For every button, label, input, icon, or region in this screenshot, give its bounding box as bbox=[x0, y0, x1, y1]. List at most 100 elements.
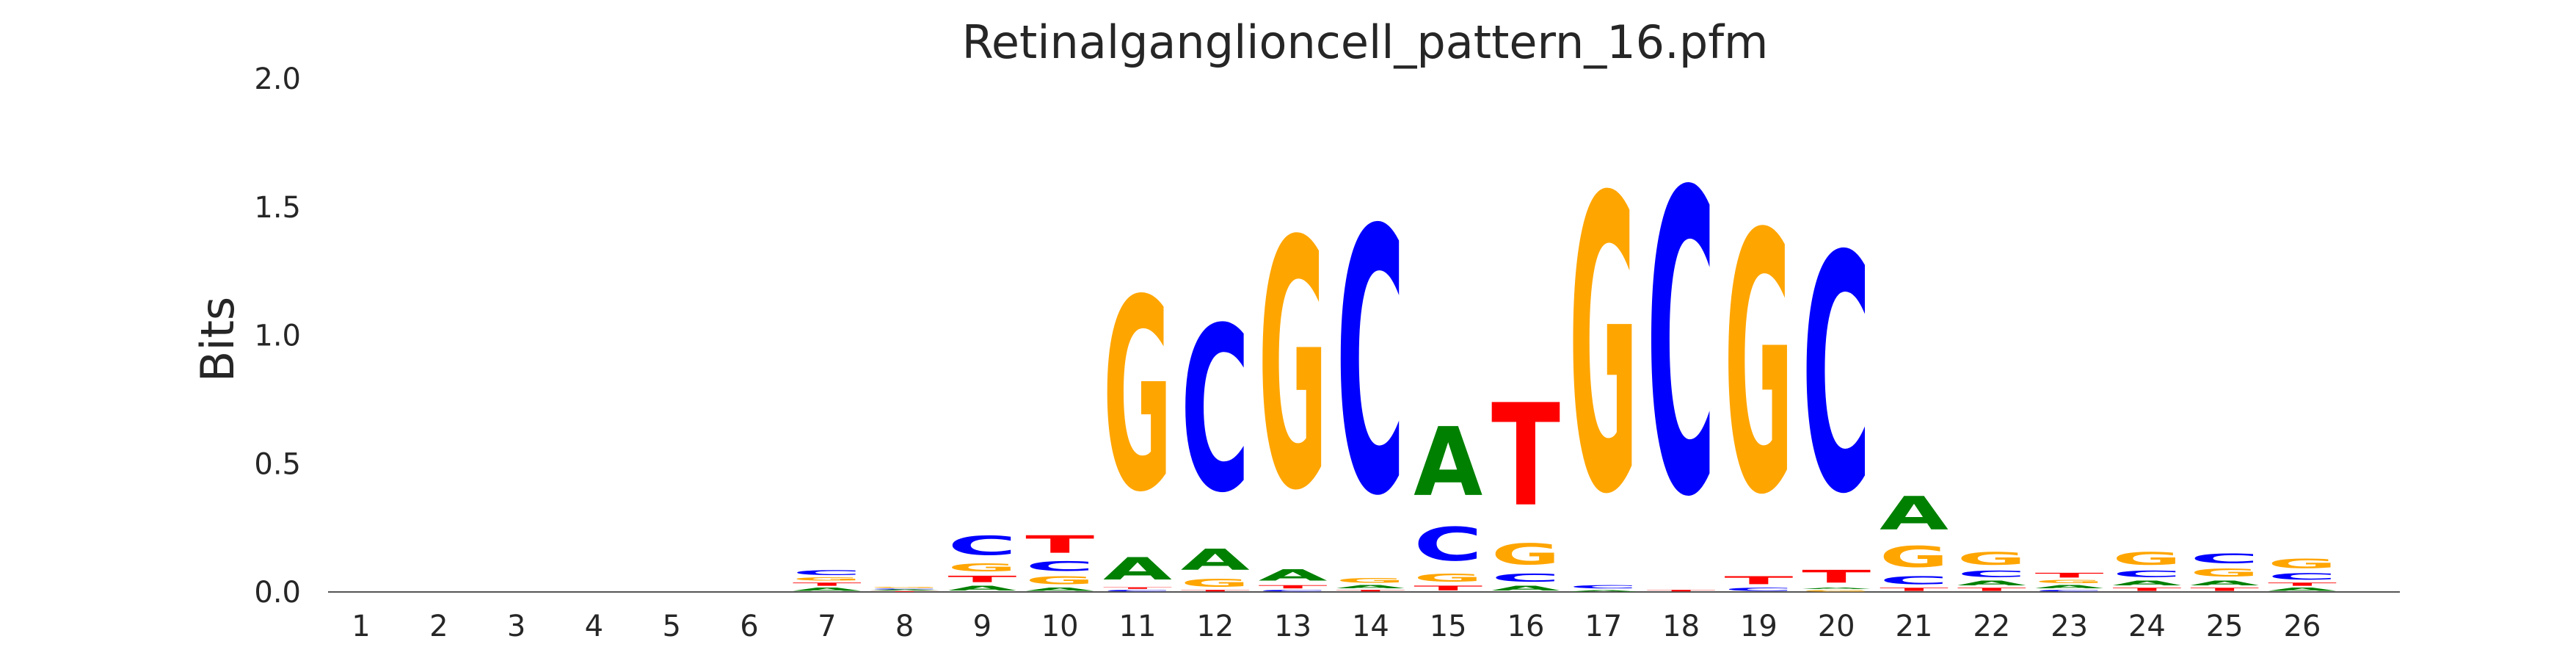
logo-letter-A: A bbox=[2035, 585, 2105, 590]
logo-letter-T: T bbox=[1336, 590, 1405, 592]
logo-letter-C: C bbox=[1569, 585, 1638, 590]
logo-letter-G: G bbox=[793, 577, 862, 582]
x-tick-label: 20 bbox=[1818, 610, 1855, 643]
x-tick-label: 21 bbox=[1896, 610, 1933, 643]
logo-letter-C: C bbox=[1181, 279, 1250, 543]
logo-letter-T: T bbox=[1880, 587, 1949, 592]
logo-letter-G: G bbox=[1880, 541, 1949, 574]
logo-letter-C: C bbox=[793, 569, 862, 577]
logo-letter-G: G bbox=[2112, 549, 2181, 569]
logo-letter-C: C bbox=[1336, 154, 1405, 576]
chart-title: Retinalganglioncell_pattern_16.pfm bbox=[962, 15, 1769, 69]
x-tick-label: 12 bbox=[1196, 610, 1234, 643]
logo-letter-A: A bbox=[1336, 585, 1405, 590]
x-tick-label: 7 bbox=[818, 610, 836, 643]
logo-letter-T: T bbox=[1181, 590, 1250, 592]
logo-letter-C: C bbox=[1647, 105, 1716, 588]
x-tick-label: 18 bbox=[1662, 610, 1700, 643]
logo-letter-T: T bbox=[947, 574, 1016, 585]
x-axis-ticks: 1 2 3 4 5 6 7 8 9 10 11 12 13 14 15 16 17 18 19 20 21 22 23 24 2… bbox=[352, 610, 2321, 643]
logo-letter-T: T bbox=[1491, 375, 1560, 538]
logo-letter-C: C bbox=[1491, 571, 1560, 585]
logo-letter-C: C bbox=[1802, 187, 1871, 566]
logo-letter-G: G bbox=[1181, 577, 1250, 589]
logo-letter-G: G bbox=[1802, 590, 1871, 592]
x-tick-label: 8 bbox=[895, 610, 914, 643]
logo-letter-A: A bbox=[2268, 587, 2337, 592]
logo-letter-T: T bbox=[1724, 574, 1793, 587]
logo-letter-G: G bbox=[1569, 113, 1638, 583]
logo-letter-A: A bbox=[1025, 587, 1095, 592]
logo-letter-T: T bbox=[1259, 584, 1328, 589]
logo-letter-T: T bbox=[870, 591, 939, 592]
y-tick-label: 2.0 bbox=[254, 62, 301, 96]
logo-letter-T: T bbox=[2035, 571, 2105, 579]
logo-letter-A: A bbox=[2190, 579, 2259, 587]
x-tick-label: 6 bbox=[740, 610, 758, 643]
x-tick-label: 26 bbox=[2284, 610, 2321, 643]
logo-letter-T: T bbox=[2268, 582, 2337, 587]
logo-letter-A: A bbox=[1569, 590, 1639, 592]
logo-letter-C: C bbox=[1103, 590, 1172, 592]
x-tick-label: 2 bbox=[429, 610, 448, 643]
x-tick-label: 14 bbox=[1352, 610, 1389, 643]
logo-letter-C: C bbox=[1413, 518, 1482, 571]
x-tick-label: 3 bbox=[507, 610, 525, 643]
logo-letter-A: A bbox=[1957, 579, 2026, 587]
x-tick-label: 4 bbox=[585, 610, 603, 643]
logo-letter-T: T bbox=[2112, 587, 2181, 592]
logo-letter-A: A bbox=[1413, 408, 1482, 518]
logo-letter-A: A bbox=[870, 590, 940, 591]
x-tick-label: 13 bbox=[1274, 610, 1311, 643]
logo-letter-C: C bbox=[2190, 551, 2259, 566]
x-tick-label: 11 bbox=[1119, 610, 1157, 643]
logo-letter-A: A bbox=[1880, 487, 1949, 541]
logo-letter-G: G bbox=[2190, 566, 2259, 579]
logo-letter-A: A bbox=[1103, 552, 1172, 587]
logo-letter-C: C bbox=[1957, 569, 2026, 579]
y-tick-label: 0.0 bbox=[254, 576, 301, 610]
logo-letter-G: G bbox=[870, 587, 939, 588]
logo-letter-T: T bbox=[1957, 587, 2026, 592]
logo-letter-T: T bbox=[2190, 587, 2259, 592]
x-tick-label: 5 bbox=[662, 610, 680, 643]
x-tick-label: 9 bbox=[973, 610, 992, 643]
logo-letter-C: C bbox=[1724, 587, 1793, 592]
logo-letter-C: C bbox=[1025, 559, 1094, 574]
logo-letter-A: A bbox=[1181, 543, 1250, 577]
x-tick-label: 1 bbox=[352, 610, 370, 643]
logo-letter-G: G bbox=[2035, 579, 2104, 585]
y-axis-label: Bits bbox=[191, 297, 244, 382]
logo-letter-C: C bbox=[870, 588, 939, 590]
logo-letter-C: C bbox=[2035, 590, 2104, 592]
logo-letter-A: A bbox=[1802, 587, 1871, 589]
logo-letter-T: T bbox=[1647, 590, 1716, 592]
logo-letter-G: G bbox=[2268, 556, 2337, 571]
y-axis-ticks: 0.0 0.5 1.0 1.5 2.0 bbox=[254, 62, 301, 610]
logo-letter-G: G bbox=[1259, 169, 1328, 566]
logo-letter-T: T bbox=[1025, 530, 1094, 558]
logo-letter-T: T bbox=[1802, 566, 1871, 587]
logo-letter-C: C bbox=[1259, 590, 1328, 592]
logo-letter-A: A bbox=[793, 587, 862, 592]
logo-letter-C: C bbox=[2112, 569, 2181, 579]
logo-letter-T: T bbox=[1103, 587, 1172, 589]
logo-letter-G: G bbox=[1724, 159, 1793, 573]
logo-letter-G: G bbox=[1025, 574, 1094, 587]
x-tick-label: 19 bbox=[1740, 610, 1778, 643]
logo-letter-C: C bbox=[2268, 571, 2337, 582]
logo-letter-A: A bbox=[2112, 579, 2181, 587]
logo-letter-T: T bbox=[793, 582, 862, 587]
logo-letter-G: G bbox=[1957, 549, 2026, 569]
logo-letter-A: A bbox=[1491, 585, 1560, 592]
logo-letter-G: G bbox=[1413, 571, 1482, 584]
x-tick-label: 24 bbox=[2128, 610, 2166, 643]
x-tick-label: 17 bbox=[1584, 610, 1622, 643]
logo-letter-G: G bbox=[947, 561, 1016, 574]
logo-letter-T: T bbox=[1413, 585, 1483, 592]
logo-letter-G: G bbox=[1103, 243, 1172, 550]
x-tick-label: 10 bbox=[1041, 610, 1079, 643]
logo-letter-G: G bbox=[1491, 538, 1560, 571]
